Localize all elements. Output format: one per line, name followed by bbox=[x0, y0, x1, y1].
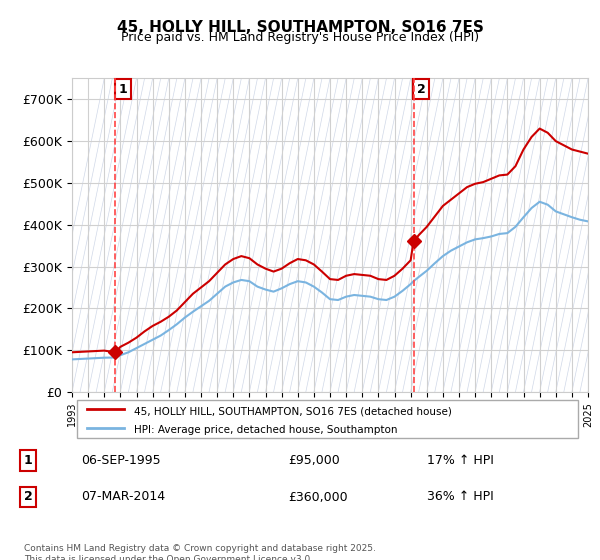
Text: 06-SEP-1995: 06-SEP-1995 bbox=[81, 454, 161, 467]
Text: 1: 1 bbox=[23, 454, 32, 467]
Text: Contains HM Land Registry data © Crown copyright and database right 2025.
This d: Contains HM Land Registry data © Crown c… bbox=[24, 544, 376, 560]
Text: 36% ↑ HPI: 36% ↑ HPI bbox=[427, 491, 493, 503]
Text: 45, HOLLY HILL, SOUTHAMPTON, SO16 7ES: 45, HOLLY HILL, SOUTHAMPTON, SO16 7ES bbox=[116, 20, 484, 35]
Text: 45, HOLLY HILL, SOUTHAMPTON, SO16 7ES (detached house): 45, HOLLY HILL, SOUTHAMPTON, SO16 7ES (d… bbox=[134, 406, 452, 416]
Text: HPI: Average price, detached house, Southampton: HPI: Average price, detached house, Sout… bbox=[134, 424, 397, 435]
Text: £360,000: £360,000 bbox=[289, 491, 348, 503]
Text: 17% ↑ HPI: 17% ↑ HPI bbox=[427, 454, 494, 467]
Text: 2: 2 bbox=[23, 491, 32, 503]
Text: 1: 1 bbox=[119, 82, 127, 96]
Text: 2: 2 bbox=[417, 82, 425, 96]
FancyBboxPatch shape bbox=[77, 400, 578, 437]
Text: 07-MAR-2014: 07-MAR-2014 bbox=[81, 491, 165, 503]
Text: £95,000: £95,000 bbox=[289, 454, 340, 467]
Text: Price paid vs. HM Land Registry's House Price Index (HPI): Price paid vs. HM Land Registry's House … bbox=[121, 31, 479, 44]
